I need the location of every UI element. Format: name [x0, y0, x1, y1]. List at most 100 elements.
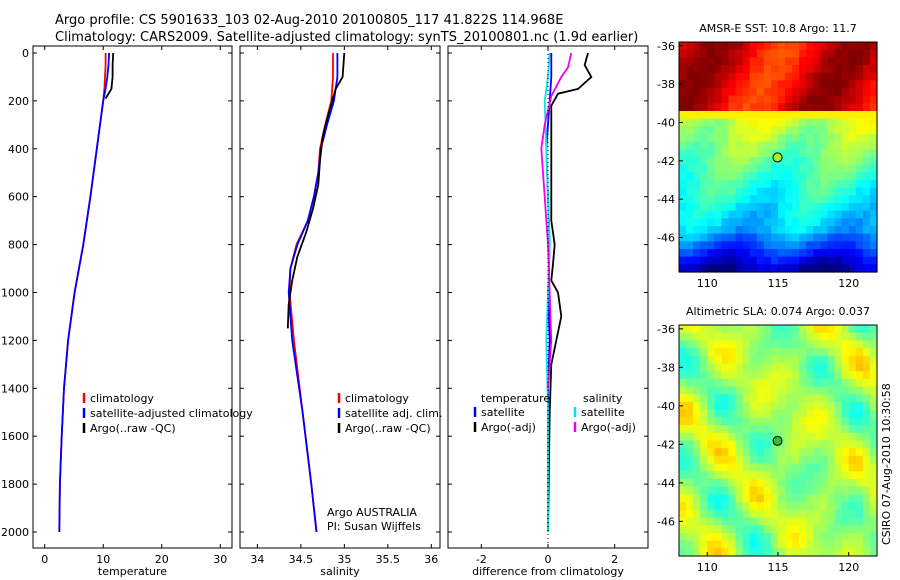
credit-label: CSIRO 07-Aug-2010 10:30:58 — [880, 383, 893, 545]
sst_map-cell — [869, 249, 878, 258]
sst_map-cell — [841, 88, 850, 97]
sst_map-cell — [827, 65, 836, 74]
sla_map-cell — [770, 463, 779, 472]
sla_map-cell — [778, 548, 786, 557]
sst_map-cell — [686, 172, 694, 181]
sla_map-cell — [778, 540, 786, 549]
sla_map-cell — [693, 378, 701, 388]
sst_map-cell — [778, 149, 786, 158]
sst_map-cell — [820, 164, 829, 173]
sla_map-cell — [841, 409, 850, 418]
sla_map-cell — [834, 471, 843, 480]
sst_map-cell — [785, 134, 793, 143]
sst_map-cell — [785, 218, 793, 227]
sla_map-cell — [855, 448, 864, 457]
sst_map-cell — [714, 172, 723, 181]
temperature-xtick-label: 20 — [155, 553, 169, 566]
sla_map-cell — [813, 448, 822, 457]
sst_map-cell — [763, 149, 772, 158]
sst_map-cell — [756, 57, 765, 66]
sla_map-cell — [848, 371, 857, 380]
sst_map-cell — [742, 80, 751, 89]
sst_map-cell — [848, 210, 857, 219]
sst_map-cell — [686, 195, 694, 204]
sst_map-cell — [848, 226, 857, 235]
sst_map-cell — [756, 95, 765, 104]
difference-legend-header: salinity — [583, 392, 623, 405]
sla_map-cell — [763, 432, 772, 442]
sst_map-cell — [827, 80, 836, 89]
sla_map-cell — [841, 340, 850, 349]
sla_map-cell — [841, 525, 850, 534]
sst_map-cell — [834, 141, 843, 150]
sla_map-cell — [869, 517, 878, 526]
sla_map-cell — [686, 355, 694, 365]
sla_map-ytick-label: -38 — [657, 361, 675, 374]
sla_map-cell — [855, 340, 864, 349]
sla_map-cell — [742, 486, 751, 495]
sst_map-cell — [693, 226, 701, 235]
sla_map-cell — [806, 486, 814, 495]
sst_map-cell — [799, 42, 807, 51]
sla_map-cell — [841, 417, 850, 426]
sst_map-cell — [721, 88, 730, 97]
sst_map-cell — [763, 134, 772, 143]
sla_map-cell — [841, 517, 850, 526]
sst_map-cell — [813, 149, 822, 158]
sla_map-cell — [763, 325, 772, 334]
sla_map-cell — [834, 455, 843, 465]
sst_map-cell — [728, 42, 737, 51]
sla_map-cell — [700, 540, 708, 549]
sla_map-cell — [813, 425, 822, 434]
sla_map-cell — [735, 471, 744, 480]
sla_map-cell — [869, 463, 878, 472]
sst_map-cell — [792, 256, 800, 265]
sla_map-cell — [813, 463, 822, 472]
sla_map-cell — [763, 494, 772, 503]
sla_map-cell — [693, 479, 701, 488]
sla_map-cell — [799, 325, 807, 334]
sst_map-cell — [848, 134, 857, 143]
sst_map-cell — [785, 264, 793, 273]
depth-tick-label: 1600 — [1, 430, 29, 443]
sst_map-cell — [735, 249, 744, 258]
sla_map-cell — [728, 425, 737, 434]
sla_map-cell — [693, 386, 701, 395]
sst_map-cell — [693, 187, 701, 196]
sst_map-cell — [869, 80, 878, 89]
sla_map-cell — [735, 394, 744, 403]
sst_map-cell — [763, 111, 772, 120]
sla_map-cell — [792, 355, 800, 365]
sla_map-cell — [742, 432, 751, 442]
figure-title-line-2: Climatology: CARS2009. Satellite-adjuste… — [55, 30, 639, 45]
sst_map-cell — [869, 264, 878, 273]
sst_map-cell — [721, 187, 730, 196]
sla_map-cell — [707, 402, 715, 411]
sst_map-cell — [700, 187, 708, 196]
sla_map-xtick-label: 115 — [768, 561, 789, 574]
sst_map-cell — [763, 195, 772, 204]
sla_map-cell — [813, 371, 822, 380]
temperature-series-line — [58, 53, 107, 533]
sla_map-cell — [735, 525, 744, 534]
sst_map-cell — [770, 118, 779, 127]
sla_map-cell — [714, 494, 723, 503]
sla_map-cell — [679, 471, 687, 480]
sla_map-cell — [869, 471, 878, 480]
sst_map-cell — [742, 187, 751, 196]
sst_map-cell — [848, 218, 857, 227]
sst_map-cell — [742, 233, 751, 242]
sla_map-cell — [813, 325, 822, 334]
sst_map-cell — [820, 103, 829, 112]
sst_map-cell — [693, 164, 701, 173]
sst_map-cell — [855, 72, 864, 81]
sla_map-cell — [686, 463, 694, 472]
sst_map-cell — [700, 42, 708, 51]
sla_map-cell — [778, 509, 786, 519]
sst_map-cell — [820, 134, 829, 143]
sla_map-cell — [721, 517, 730, 526]
sla_map-cell — [813, 355, 822, 365]
sla_map-cell — [693, 394, 701, 403]
sla_map-cell — [728, 363, 737, 372]
sst_map-cell — [707, 180, 715, 189]
